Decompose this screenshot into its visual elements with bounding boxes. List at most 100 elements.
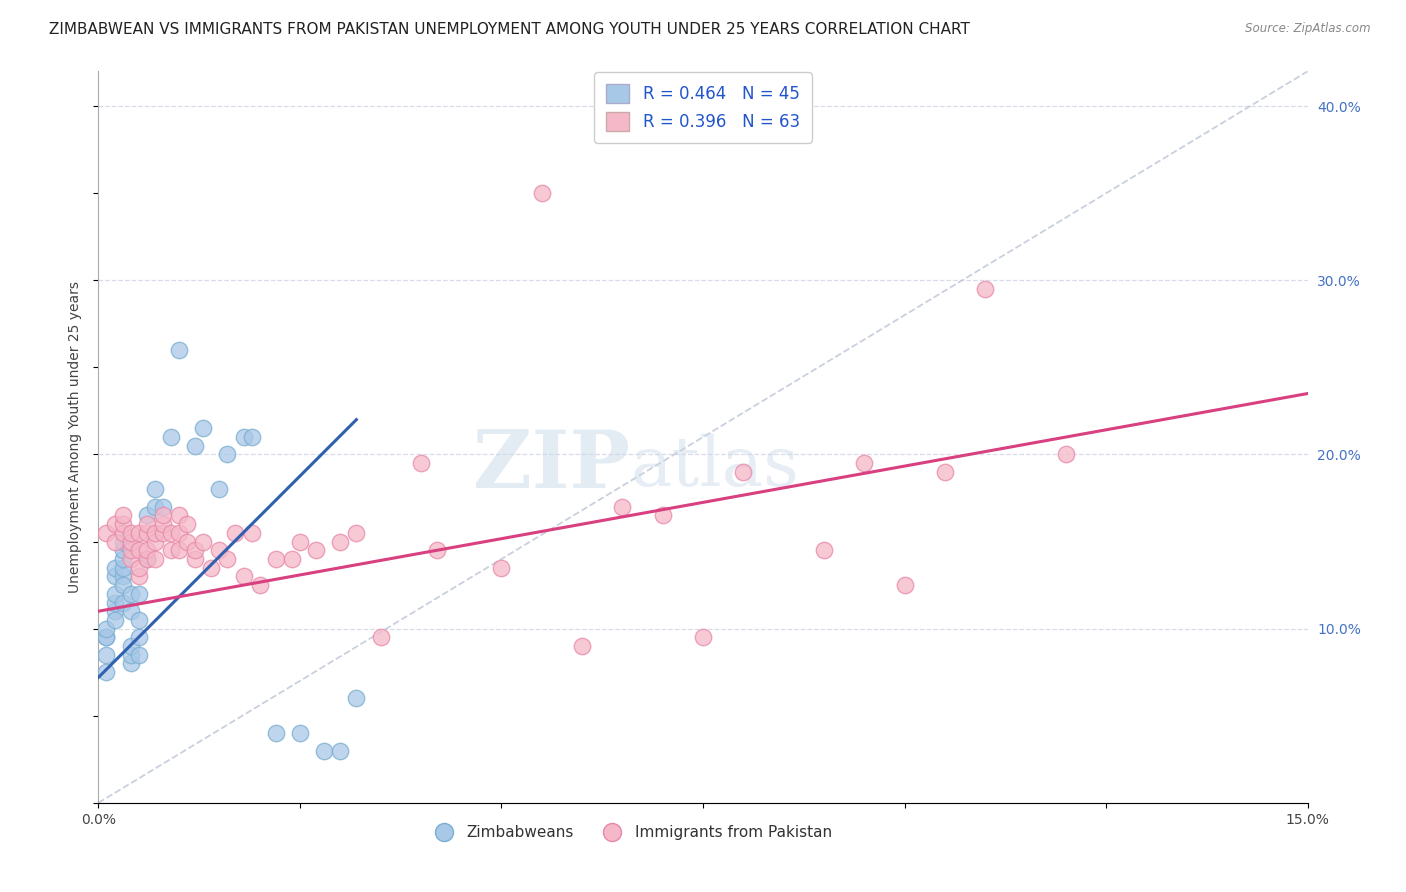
Point xyxy=(314,743,336,757)
Point xyxy=(305,543,328,558)
Point xyxy=(176,534,198,549)
Point xyxy=(813,543,835,558)
Point xyxy=(344,525,367,540)
Point xyxy=(240,430,263,444)
Point xyxy=(934,465,956,479)
Point xyxy=(135,543,157,558)
Point xyxy=(128,543,150,558)
Point xyxy=(111,525,134,540)
Point xyxy=(232,430,254,444)
Point xyxy=(120,525,142,540)
Point xyxy=(167,508,190,523)
Point xyxy=(103,517,125,532)
Point xyxy=(120,657,142,671)
Point xyxy=(120,648,142,662)
Point xyxy=(103,587,125,601)
Point xyxy=(651,508,673,523)
Point xyxy=(530,186,553,201)
Point xyxy=(224,525,246,540)
Point xyxy=(571,639,593,653)
Point xyxy=(143,552,166,566)
Point xyxy=(184,552,207,566)
Point xyxy=(152,508,174,523)
Point xyxy=(120,587,142,601)
Point xyxy=(135,552,157,566)
Point xyxy=(120,543,142,558)
Point xyxy=(193,421,215,435)
Point xyxy=(128,648,150,662)
Point xyxy=(217,448,239,462)
Point xyxy=(281,552,304,566)
Point xyxy=(176,517,198,532)
Point xyxy=(111,595,134,609)
Legend: Zimbabweans, Immigrants from Pakistan: Zimbabweans, Immigrants from Pakistan xyxy=(422,819,838,847)
Point xyxy=(240,525,263,540)
Point xyxy=(128,525,150,540)
Text: ZIP: ZIP xyxy=(474,427,630,506)
Point xyxy=(96,665,118,680)
Point xyxy=(111,517,134,532)
Point xyxy=(96,631,118,645)
Point xyxy=(96,631,118,645)
Point xyxy=(160,430,183,444)
Point xyxy=(143,483,166,497)
Point xyxy=(128,560,150,574)
Point xyxy=(409,456,432,470)
Point xyxy=(152,517,174,532)
Point xyxy=(612,500,634,514)
Point xyxy=(111,508,134,523)
Text: atlas: atlas xyxy=(630,434,800,500)
Point xyxy=(96,622,118,636)
Point xyxy=(103,569,125,583)
Point xyxy=(103,595,125,609)
Point xyxy=(120,639,142,653)
Point xyxy=(344,691,367,706)
Point xyxy=(103,604,125,618)
Point xyxy=(288,726,311,740)
Point xyxy=(128,587,150,601)
Point xyxy=(184,439,207,453)
Point xyxy=(1054,448,1077,462)
Point xyxy=(329,534,352,549)
Point xyxy=(135,517,157,532)
Point xyxy=(103,560,125,574)
Point xyxy=(96,525,118,540)
Point xyxy=(160,525,183,540)
Point xyxy=(329,743,352,757)
Point xyxy=(128,569,150,583)
Point xyxy=(128,613,150,627)
Point xyxy=(111,569,134,583)
Point xyxy=(733,465,755,479)
Point xyxy=(120,552,142,566)
Point xyxy=(160,543,183,558)
Point xyxy=(111,534,134,549)
Point xyxy=(853,456,876,470)
Text: Source: ZipAtlas.com: Source: ZipAtlas.com xyxy=(1246,22,1371,36)
Point xyxy=(103,613,125,627)
Point xyxy=(208,483,231,497)
Point xyxy=(120,534,142,549)
Point xyxy=(217,552,239,566)
Point xyxy=(249,578,271,592)
Point xyxy=(103,534,125,549)
Point xyxy=(193,534,215,549)
Point xyxy=(264,726,287,740)
Point xyxy=(143,534,166,549)
Point xyxy=(184,543,207,558)
Point xyxy=(96,648,118,662)
Point xyxy=(232,569,254,583)
Point xyxy=(167,343,190,357)
Point xyxy=(974,282,997,296)
Point xyxy=(893,578,915,592)
Point xyxy=(426,543,449,558)
Point xyxy=(152,525,174,540)
Point xyxy=(111,578,134,592)
Point xyxy=(128,631,150,645)
Point xyxy=(135,508,157,523)
Point xyxy=(264,552,287,566)
Point xyxy=(111,560,134,574)
Point xyxy=(135,552,157,566)
Point xyxy=(692,631,714,645)
Point xyxy=(208,543,231,558)
Point xyxy=(120,604,142,618)
